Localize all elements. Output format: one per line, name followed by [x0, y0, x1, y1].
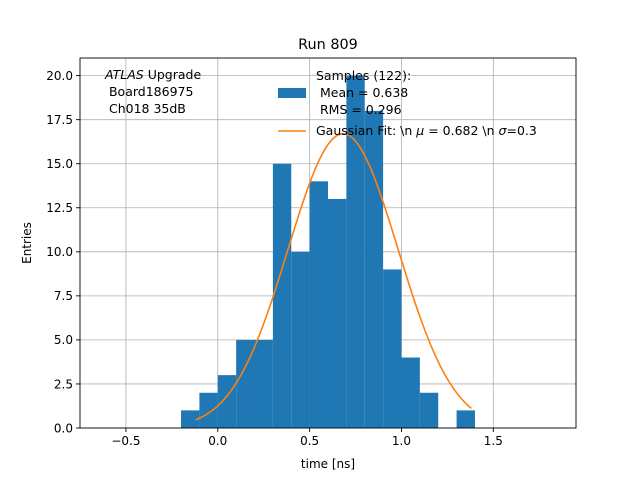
legend-fit-text-a: Gaussian Fit: \n [316, 123, 416, 138]
annotation-line-1: ATLAS Upgrade [104, 67, 201, 82]
chart-title: Run 809 [298, 37, 358, 53]
legend-fit-sigma: σ [499, 123, 508, 138]
x-tick-label: 1.0 [392, 434, 411, 448]
histogram-bar [291, 251, 310, 428]
histogram-bar [346, 75, 365, 428]
legend-samples-line-2: Mean = 0.638 [316, 85, 408, 100]
annotation-box: ATLAS Upgrade Board186975 Ch018 35dB [104, 67, 201, 116]
y-tick-label: 10.0 [46, 245, 73, 259]
gaussian-fit-curve [195, 132, 472, 421]
histogram-bar [236, 339, 255, 428]
histogram-bar [181, 410, 200, 428]
legend-fit-text-c: =0.3 [506, 123, 536, 138]
legend-fit-label: Gaussian Fit: \n μ = 0.682 \n σ=0.3 [316, 123, 537, 138]
x-tick-label: 0.5 [300, 434, 319, 448]
x-tick-label: −0.5 [111, 434, 140, 448]
x-axis-ticks: −0.5 0.0 0.5 1.0 1.5 [111, 428, 503, 448]
annotation-line-3: Ch018 35dB [105, 101, 186, 116]
legend: Samples (122): Mean = 0.638 RMS = 0.296 … [278, 68, 537, 138]
legend-fit-text-b: = 0.682 \n [424, 123, 498, 138]
histogram-bar [254, 339, 273, 428]
y-tick-label: 12.5 [46, 201, 73, 215]
x-tick-label: 1.5 [484, 434, 503, 448]
histogram-bar [456, 410, 475, 428]
histogram-bar [199, 392, 218, 428]
legend-samples-swatch [278, 88, 306, 98]
histogram-bar [383, 269, 402, 428]
y-tick-label: 17.5 [46, 113, 73, 127]
histogram-bar [364, 110, 384, 428]
y-tick-label: 20.0 [46, 69, 73, 83]
x-tick-label: 0.0 [208, 434, 227, 448]
x-axis-label: time [ns] [301, 457, 355, 471]
legend-samples-line-1: Samples (122): [316, 68, 411, 83]
histogram-bar [272, 163, 292, 428]
histogram-bar [217, 375, 237, 428]
annotation-atlas: ATLAS [104, 67, 144, 82]
y-axis-ticks: 0.0 2.5 5.0 7.5 10.0 12.5 15.0 17.5 20.0 [46, 69, 80, 435]
y-tick-label: 2.5 [54, 377, 73, 391]
y-tick-label: 0.0 [54, 421, 73, 435]
y-tick-label: 5.0 [54, 333, 73, 347]
legend-samples-line-3: RMS = 0.296 [316, 102, 402, 117]
y-tick-label: 7.5 [54, 289, 73, 303]
y-tick-label: 15.0 [46, 157, 73, 171]
annotation-upgrade: Upgrade [144, 67, 202, 82]
histogram-bar [309, 181, 328, 428]
legend-fit-mu: μ [415, 123, 424, 138]
plot-frame [79, 57, 577, 429]
histogram-bar [401, 357, 420, 428]
annotation-line-2: Board186975 [105, 84, 193, 99]
histogram-bar [328, 198, 347, 428]
y-axis-label: Entries [20, 222, 34, 264]
histogram-bars [181, 75, 475, 428]
histogram-bar [419, 392, 439, 428]
